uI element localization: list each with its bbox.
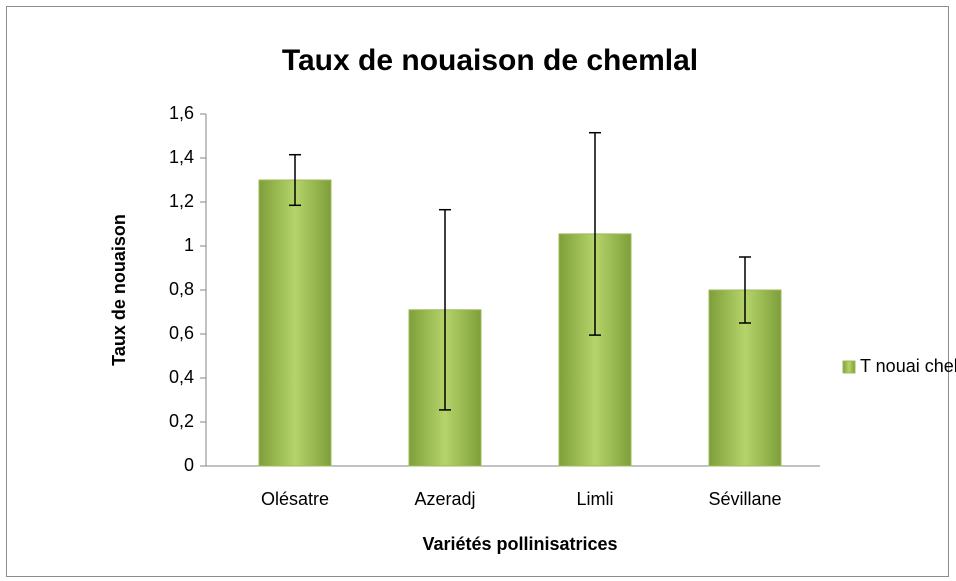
x-tick-label: Limli	[576, 489, 613, 509]
y-tick-label: 1,4	[169, 147, 194, 167]
legend-label: T nouai chel	[860, 356, 956, 376]
error-bar	[439, 208, 451, 411]
x-axis-label: Variétés pollinisatrices	[422, 534, 617, 554]
y-tick-label: 0,8	[169, 279, 194, 299]
chart-border	[6, 6, 949, 577]
y-tick-label: 0,2	[169, 411, 194, 431]
y-tick-label: 1	[184, 235, 194, 255]
error-bar	[289, 153, 301, 207]
x-tick-label: Sévillane	[708, 489, 781, 509]
error-bar	[739, 256, 751, 324]
x-tick-label: Azeradj	[414, 489, 475, 509]
y-tick-label: 1,6	[169, 103, 194, 123]
y-tick-label: 0	[184, 455, 194, 475]
y-tick-label: 0,4	[169, 367, 194, 387]
y-axis-label: Taux de nouaison	[109, 214, 129, 366]
error-bar	[589, 131, 601, 336]
y-tick-label: 0,6	[169, 323, 194, 343]
legend-swatch	[842, 360, 856, 374]
x-tick-label: Olésatre	[261, 489, 329, 509]
chart-title: Taux de nouaison de chemlal	[282, 44, 698, 77]
y-tick-label: 1,2	[169, 191, 194, 211]
bar	[258, 179, 332, 467]
